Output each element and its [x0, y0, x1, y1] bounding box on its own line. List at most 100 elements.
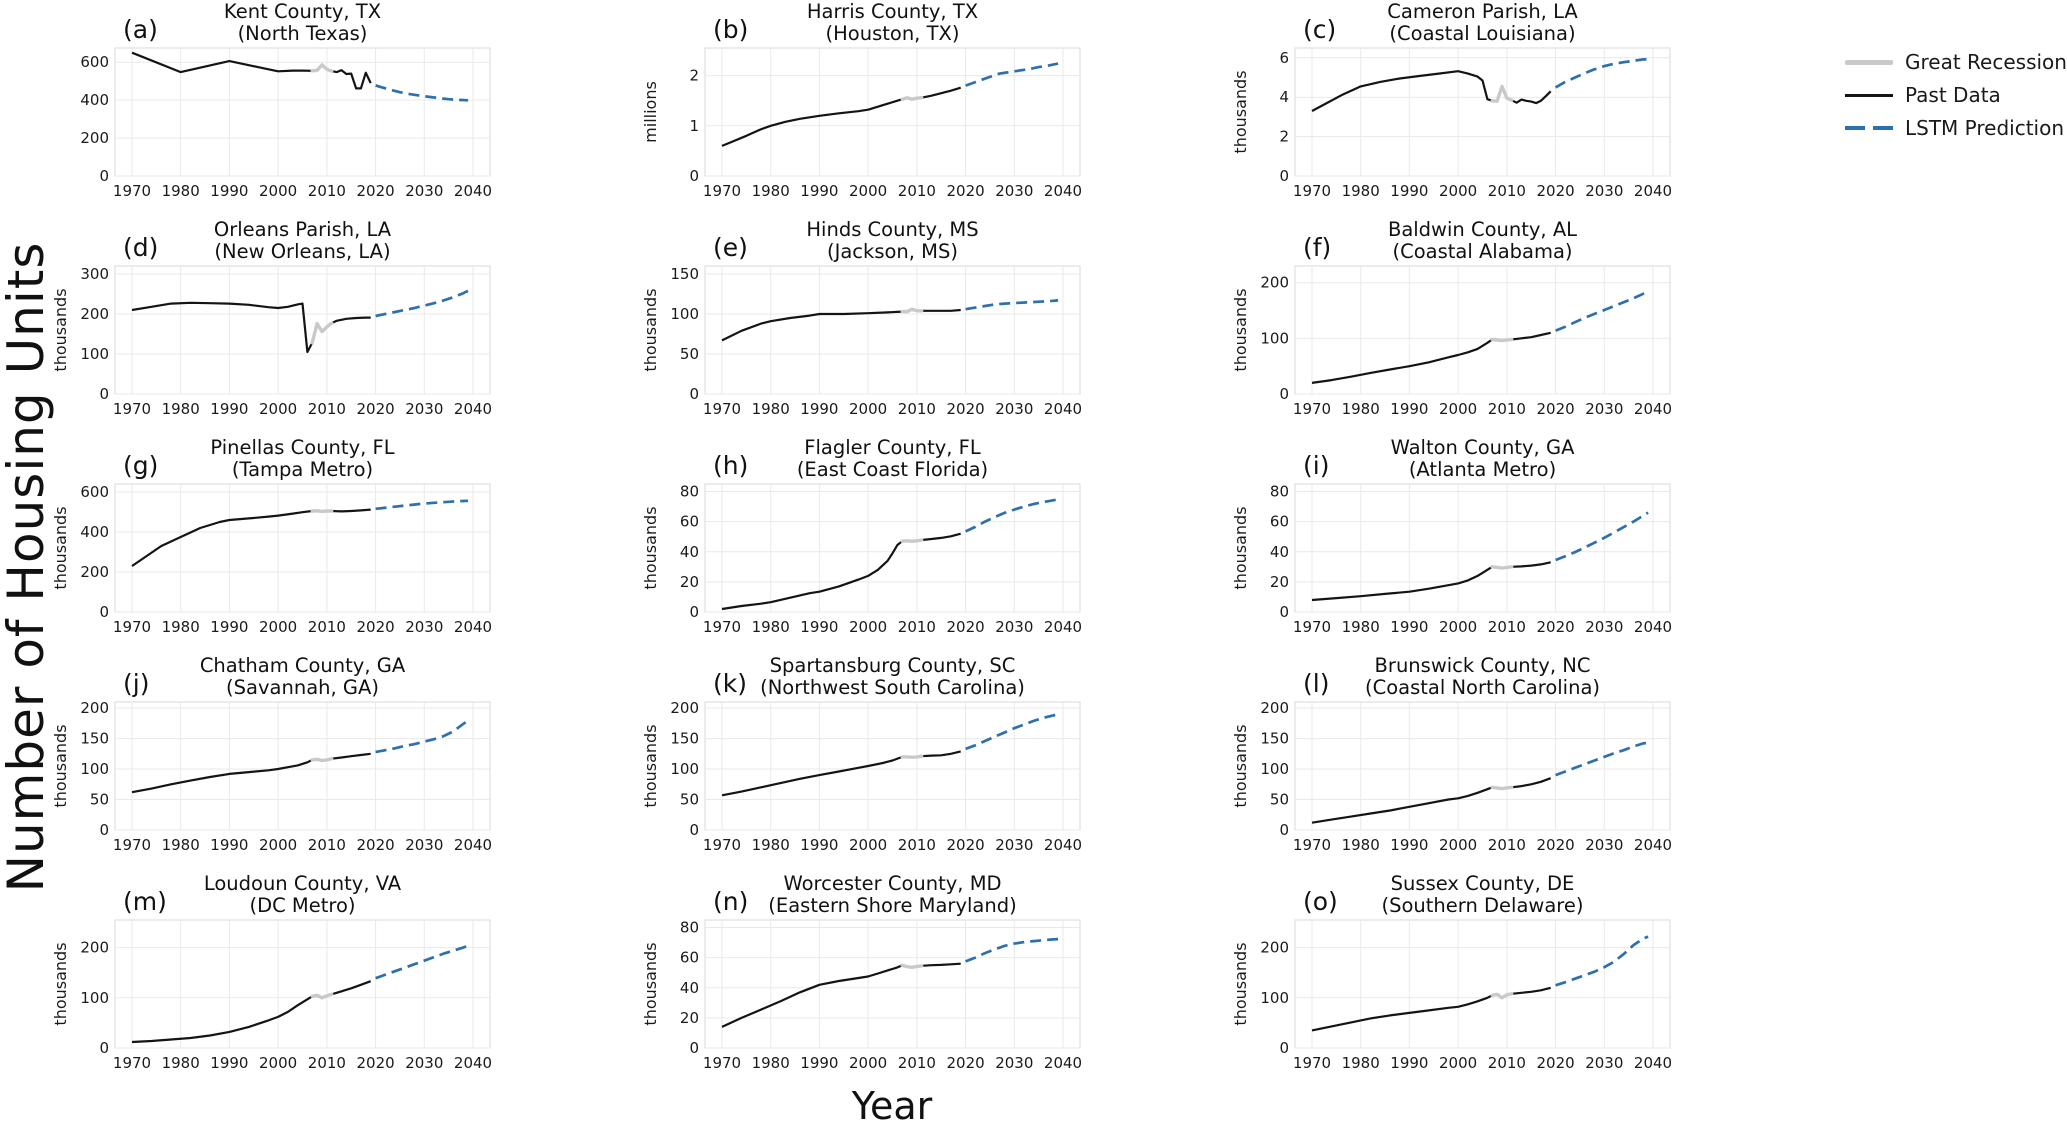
x-tick-label: 2020 — [1537, 836, 1575, 854]
x-tick-label: 2000 — [259, 836, 297, 854]
plot-area — [704, 701, 1081, 831]
subplot-subtitle: (Coastal Alabama) — [1392, 240, 1572, 263]
y-tick-label: 0 — [689, 167, 699, 185]
x-tick-label: 1990 — [1390, 836, 1428, 854]
y-tick-label: 50 — [1270, 791, 1289, 809]
y-tick-label: 40 — [680, 543, 699, 561]
x-tick-label: 1990 — [800, 182, 838, 200]
subplot-title: Brunswick County, NC — [1375, 656, 1591, 677]
great-recession-line — [310, 509, 334, 514]
x-tick-label: 1980 — [1342, 1054, 1380, 1072]
subplot-subtitle: (Savannah, GA) — [226, 676, 379, 699]
x-tick-label: 1970 — [113, 1054, 151, 1072]
x-tick-label: 2000 — [849, 618, 887, 636]
lstm-prediction-line — [1555, 935, 1649, 987]
x-tick-label: 1980 — [1342, 836, 1380, 854]
charts-grid: 1970 1980 1990 2000 2010 2020 2030 2040 0 200 400 6… — [40, 0, 1810, 1092]
chart-svg: 1970 1980 1990 2000 2010 2020 2030 2040 0 1 2 Harri… — [641, 0, 1082, 200]
x-tick-label: 2040 — [1634, 182, 1672, 200]
subplot-g: 1970 1980 1990 2000 2010 2020 2030 2040 0 200 400 6… — [40, 436, 630, 656]
past-data-line — [1311, 561, 1551, 602]
y-tick-label: 0 — [1279, 385, 1289, 403]
x-tick-label: 2010 — [1488, 836, 1526, 854]
x-tick-label: 2000 — [1439, 400, 1477, 418]
past-data-line — [131, 980, 372, 1044]
past-data-line — [131, 752, 371, 794]
past-data-line — [1311, 777, 1552, 824]
subplot-subtitle: (Jackson, MS) — [827, 240, 958, 263]
y-tick-label: 200 — [670, 699, 699, 717]
x-tick-label: 2010 — [1488, 618, 1526, 636]
subplot-subtitle: (Coastal North Carolina) — [1365, 676, 1600, 699]
x-tick-label: 1970 — [703, 618, 741, 636]
plot-area — [704, 47, 1081, 177]
x-tick-label: 2000 — [259, 1054, 297, 1072]
panel-letter: (g) — [123, 451, 158, 480]
x-tick-label: 2000 — [849, 1054, 887, 1072]
x-tick-label: 1990 — [210, 618, 248, 636]
y-unit-label: thousands — [51, 942, 70, 1025]
great-recession-line-sample — [1845, 59, 1893, 65]
subplot-a: 1970 1980 1990 2000 2010 2020 2030 2040 0 200 400 6… — [40, 0, 630, 220]
great-recession-line — [1490, 337, 1514, 343]
x-tick-label: 2020 — [357, 618, 395, 636]
subplot-title: Harris County, TX — [807, 2, 978, 23]
x-tick-label: 2030 — [405, 1054, 443, 1072]
x-tick-label: 1970 — [113, 836, 151, 854]
y-tick-label: 0 — [689, 821, 699, 839]
great-recession-line — [900, 963, 924, 970]
x-tick-label: 2010 — [898, 400, 936, 418]
y-tick-label: 100 — [1260, 329, 1289, 347]
subplot-n: 1970 1980 1990 2000 2010 2020 2030 2040 0 20 40 60 8… — [630, 872, 1220, 1092]
subplot-subtitle: (Northwest South Carolina) — [760, 676, 1025, 699]
chart-svg: 1970 1980 1990 2000 2010 2020 2030 2040 0 50 100 15… — [641, 218, 1082, 418]
y-tick-label: 200 — [80, 305, 109, 323]
x-tick-label: 2000 — [849, 836, 887, 854]
past-data-line — [721, 532, 961, 611]
y-tick-label: 100 — [1260, 989, 1289, 1007]
lstm-prediction-line — [1555, 511, 1649, 562]
x-tick-label: 1970 — [1293, 1054, 1331, 1072]
x-tick-label: 2010 — [1488, 400, 1526, 418]
x-tick-label: 2010 — [898, 182, 936, 200]
x-tick-label: 2020 — [1537, 1054, 1575, 1072]
x-tick-label: 2000 — [1439, 618, 1477, 636]
past-data-line — [721, 962, 961, 1028]
past-data-line — [131, 508, 371, 567]
subplot-title: Walton County, GA — [1391, 438, 1575, 459]
x-tick-label: 1980 — [1342, 618, 1380, 636]
x-tick-label: 2040 — [1634, 618, 1672, 636]
x-tick-label: 1990 — [800, 1054, 838, 1072]
y-unit-label: thousands — [1231, 288, 1250, 371]
x-tick-label: 1970 — [113, 618, 151, 636]
panel-letter: (o) — [1303, 887, 1338, 916]
y-tick-label: 200 — [80, 699, 109, 717]
y-tick-label: 0 — [1279, 167, 1289, 185]
x-tick-label: 2030 — [995, 836, 1033, 854]
great-recession-line — [1490, 992, 1514, 1000]
y-tick-label: 80 — [1270, 483, 1289, 501]
x-tick-label: 1990 — [1390, 618, 1428, 636]
past-data-line — [131, 301, 371, 354]
subplot-h: 1970 1980 1990 2000 2010 2020 2030 2040 0 20 40 60 8… — [630, 436, 1220, 656]
subplot-subtitle: (New Orleans, LA) — [214, 240, 390, 263]
x-tick-label: 2040 — [1634, 1054, 1672, 1072]
plot-area — [1294, 265, 1671, 395]
lstm-prediction-line — [1555, 741, 1649, 777]
legend-label: LSTM Prediction — [1905, 116, 2065, 140]
subplot-subtitle: (North Texas) — [238, 22, 368, 45]
panel-letter: (n) — [713, 887, 748, 916]
plot-area — [114, 701, 491, 831]
subplot-title: Sussex County, DE — [1391, 874, 1575, 895]
chart-svg: 1970 1980 1990 2000 2010 2020 2030 2040 0 200 400 6… — [80, 0, 492, 200]
y-tick-label: 100 — [80, 989, 109, 1007]
x-tick-label: 2040 — [1044, 182, 1082, 200]
x-tick-label: 2040 — [1044, 836, 1082, 854]
x-tick-label: 2040 — [454, 400, 492, 418]
subplot-k: 1970 1980 1990 2000 2010 2020 2030 2040 0 50 100 15… — [630, 654, 1220, 874]
x-tick-label: 1970 — [1293, 182, 1331, 200]
x-tick-label: 1980 — [162, 618, 200, 636]
lstm-prediction-line — [1555, 290, 1649, 332]
chart-svg: 1970 1980 1990 2000 2010 2020 2030 2040 0 100 200 B… — [1231, 218, 1672, 418]
x-tick-label: 1970 — [1293, 618, 1331, 636]
